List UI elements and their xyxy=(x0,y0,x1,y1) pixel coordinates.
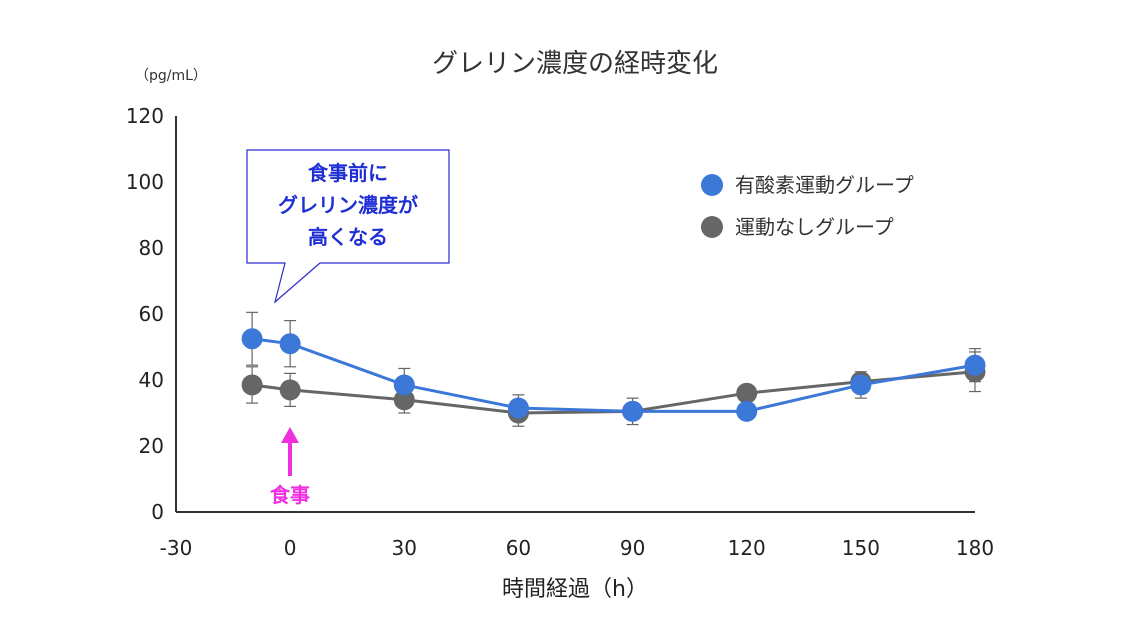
data-point-no-exercise xyxy=(279,379,301,401)
x-tick-label: 0 xyxy=(284,536,297,560)
y-tick-label: 80 xyxy=(139,236,164,260)
x-tick-label: -30 xyxy=(160,536,193,560)
y-tick-label: 60 xyxy=(139,302,164,326)
data-point-aerobic xyxy=(850,374,872,396)
y-tick-label: 40 xyxy=(139,368,164,392)
data-point-aerobic xyxy=(241,328,263,350)
series-line-no-exercise xyxy=(251,370,976,415)
legend: 有酸素運動グループ 運動なしグループ xyxy=(701,173,914,239)
y-tick-label: 120 xyxy=(126,104,164,128)
meal-annotation: 食事 xyxy=(270,427,310,507)
x-tick-label: 150 xyxy=(842,536,880,560)
callout-box xyxy=(246,149,450,304)
series-no-exercise xyxy=(241,351,986,427)
legend-marker-aerobic xyxy=(701,174,723,196)
x-tick-label: 60 xyxy=(506,536,531,560)
callout-line-2: グレリン濃度が xyxy=(278,193,418,217)
y-tick-labels: 0 20 40 60 80 100 120 xyxy=(126,104,164,524)
y-tick-label: 0 xyxy=(151,500,164,524)
chart-title: グレリン濃度の経時変化 xyxy=(432,49,718,79)
callout: 食事前に グレリン濃度が 高くなる xyxy=(246,149,450,304)
meal-arrow-head xyxy=(281,427,299,443)
callout-line-1: 食事前に xyxy=(308,161,388,185)
data-point-aerobic xyxy=(393,374,415,396)
y-tick-label: 20 xyxy=(139,434,164,458)
x-tick-label: 90 xyxy=(620,536,645,560)
legend-marker-no-exercise xyxy=(701,216,723,238)
data-point-aerobic xyxy=(964,354,986,376)
data-point-no-exercise xyxy=(241,374,263,396)
y-unit-label: （pg/mL） xyxy=(135,68,207,84)
x-tick-label: 180 xyxy=(956,536,994,560)
series-line-aerobic xyxy=(251,337,976,413)
x-tick-labels: -30 0 30 60 90 120 150 180 xyxy=(160,536,994,560)
legend-label-aerobic: 有酸素運動グループ xyxy=(735,173,914,197)
series-aerobic xyxy=(241,311,986,426)
data-point-no-exercise xyxy=(736,382,758,404)
x-tick-label: 120 xyxy=(728,536,766,560)
data-point-aerobic xyxy=(279,333,301,355)
callout-line-3: 高くなる xyxy=(308,225,388,249)
legend-label-no-exercise: 運動なしグループ xyxy=(735,215,894,239)
meal-label: 食事 xyxy=(270,483,310,507)
y-tick-label: 100 xyxy=(126,170,164,194)
data-point-aerobic xyxy=(622,400,644,422)
x-tick-label: 30 xyxy=(392,536,417,560)
data-point-aerobic xyxy=(736,400,758,422)
data-point-aerobic xyxy=(507,397,529,419)
series-layer xyxy=(241,311,986,427)
x-axis-label: 時間経過（h） xyxy=(502,577,648,602)
